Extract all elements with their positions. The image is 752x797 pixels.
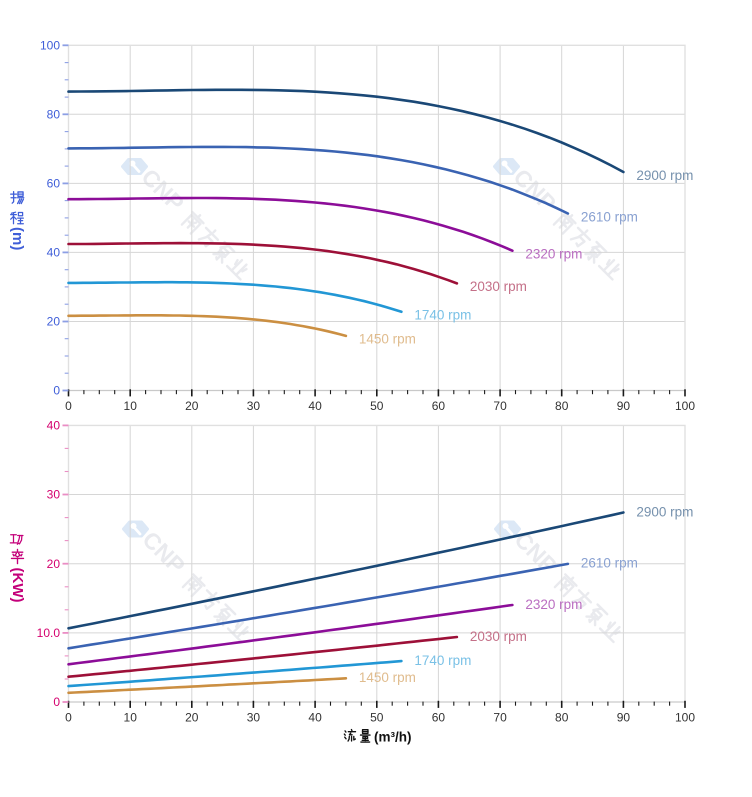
svg-text:40: 40 bbox=[47, 419, 61, 433]
svg-text:20: 20 bbox=[47, 315, 61, 329]
svg-text:40: 40 bbox=[308, 399, 322, 413]
svg-text:100: 100 bbox=[40, 39, 60, 53]
svg-text:1740 rpm: 1740 rpm bbox=[414, 308, 471, 323]
svg-text:2030 rpm: 2030 rpm bbox=[470, 629, 527, 644]
svg-text:90: 90 bbox=[617, 710, 631, 724]
svg-text:0: 0 bbox=[65, 399, 72, 413]
svg-text:60: 60 bbox=[47, 177, 61, 191]
svg-text:30: 30 bbox=[247, 399, 261, 413]
svg-text:1450 rpm: 1450 rpm bbox=[359, 332, 416, 347]
svg-text:1450 rpm: 1450 rpm bbox=[359, 670, 416, 685]
svg-text:0: 0 bbox=[65, 710, 72, 724]
svg-text:2900 rpm: 2900 rpm bbox=[636, 504, 693, 519]
svg-text:80: 80 bbox=[555, 710, 569, 724]
svg-text:(m³/h): (m³/h) bbox=[374, 730, 412, 745]
svg-text:50: 50 bbox=[370, 399, 384, 413]
svg-text:20: 20 bbox=[47, 557, 61, 571]
svg-text:0: 0 bbox=[53, 695, 60, 709]
svg-text:2900 rpm: 2900 rpm bbox=[636, 168, 693, 183]
svg-text:10: 10 bbox=[124, 710, 138, 724]
svg-text:0: 0 bbox=[53, 384, 60, 398]
svg-text:2320 rpm: 2320 rpm bbox=[525, 597, 582, 612]
svg-text:2030 rpm: 2030 rpm bbox=[470, 279, 527, 294]
svg-text:50: 50 bbox=[370, 710, 384, 724]
svg-text:1740 rpm: 1740 rpm bbox=[414, 653, 471, 668]
svg-text:70: 70 bbox=[493, 710, 507, 724]
svg-text:70: 70 bbox=[493, 399, 507, 413]
svg-text:30: 30 bbox=[247, 710, 261, 724]
svg-text:20: 20 bbox=[185, 399, 199, 413]
svg-text:30: 30 bbox=[47, 488, 61, 502]
svg-text:(m): (m) bbox=[9, 227, 26, 250]
svg-text:10.0: 10.0 bbox=[37, 626, 61, 640]
svg-text:100: 100 bbox=[675, 710, 695, 724]
svg-text:10: 10 bbox=[124, 399, 138, 413]
svg-text:60: 60 bbox=[432, 399, 446, 413]
svg-text:40: 40 bbox=[47, 246, 61, 260]
svg-text:80: 80 bbox=[47, 108, 61, 122]
svg-text:80: 80 bbox=[555, 399, 569, 413]
svg-text:(KW): (KW) bbox=[9, 568, 26, 603]
svg-text:60: 60 bbox=[432, 710, 446, 724]
svg-text:20: 20 bbox=[185, 710, 199, 724]
svg-text:2610 rpm: 2610 rpm bbox=[581, 556, 638, 571]
svg-text:100: 100 bbox=[675, 399, 695, 413]
svg-text:2320 rpm: 2320 rpm bbox=[525, 247, 582, 262]
svg-text:40: 40 bbox=[308, 710, 322, 724]
svg-text:2610 rpm: 2610 rpm bbox=[581, 209, 638, 224]
svg-text:90: 90 bbox=[617, 399, 631, 413]
